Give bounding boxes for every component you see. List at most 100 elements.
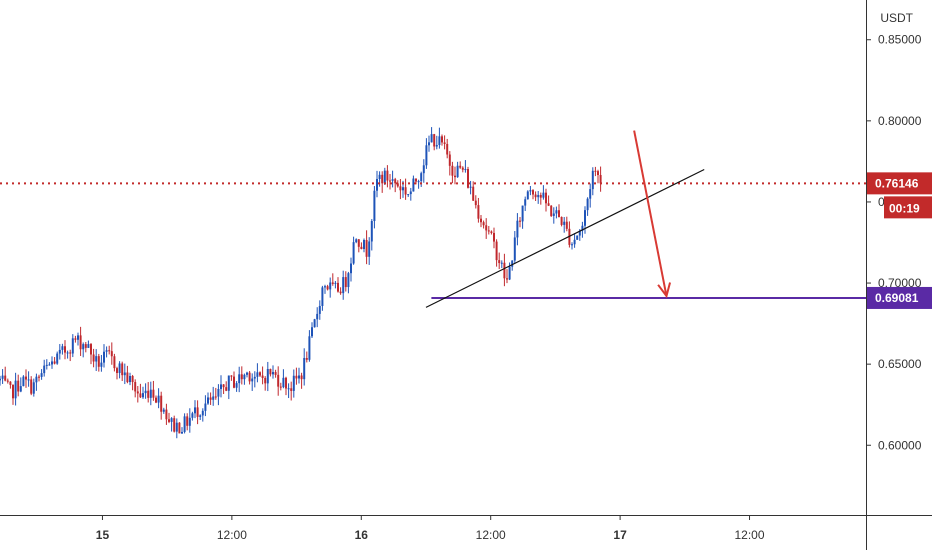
- candle-body: [539, 194, 542, 198]
- candle-body: [368, 241, 371, 257]
- candle-body: [456, 165, 459, 178]
- candle-body: [578, 230, 581, 236]
- candle-body: [269, 369, 272, 375]
- candle-body: [84, 344, 87, 348]
- candle-body: [100, 362, 103, 367]
- candle-body: [563, 221, 566, 225]
- candle-body: [409, 191, 412, 195]
- candle-body: [441, 136, 443, 143]
- candle-body: [537, 194, 540, 198]
- candle-body: [105, 350, 108, 352]
- candle-body: [448, 154, 451, 166]
- candle-body: [451, 165, 454, 176]
- candle-body: [90, 344, 92, 355]
- candle-body: [103, 351, 105, 363]
- candle-body: [308, 336, 311, 360]
- candle-body: [589, 189, 592, 199]
- candle-body: [246, 372, 248, 375]
- candle-body: [274, 372, 277, 375]
- candle-body: [30, 379, 33, 394]
- candle-body: [534, 194, 537, 198]
- price-tick-label: 0.85000: [878, 33, 922, 47]
- time-tick-label: 12:00: [476, 528, 506, 542]
- support-price-badge: [867, 286, 932, 309]
- last-price-label: 0.76146: [875, 176, 919, 190]
- candle-body: [66, 352, 69, 354]
- candle-body: [155, 397, 157, 403]
- candle-body: [503, 262, 506, 279]
- candle-body: [82, 344, 85, 350]
- candle-body: [266, 369, 269, 384]
- down-arrow-shaft[interactable]: [633, 130, 668, 297]
- candle-body: [467, 169, 469, 188]
- candle-body: [212, 396, 215, 400]
- candle-body: [316, 313, 319, 320]
- candle-body: [25, 376, 27, 380]
- candle-body: [79, 335, 82, 350]
- candle-body: [490, 231, 493, 233]
- candle-body: [87, 344, 90, 348]
- candle-body: [407, 194, 410, 196]
- candle-body: [248, 372, 251, 382]
- candle-body: [355, 239, 358, 243]
- candle-body: [417, 181, 420, 183]
- candle-body: [123, 372, 126, 376]
- candle-body: [573, 239, 576, 245]
- candle-body: [243, 374, 246, 380]
- candle-body: [326, 286, 329, 290]
- candle-body: [529, 190, 532, 192]
- candle-body: [420, 173, 423, 182]
- candle-body: [402, 187, 404, 191]
- candle-body: [64, 346, 66, 353]
- candle-body: [324, 286, 326, 288]
- candle-body: [230, 375, 233, 377]
- down-arrow-head-icon: [657, 282, 672, 299]
- candle-body: [194, 407, 196, 414]
- price-tick-label: 0.65000: [878, 357, 922, 371]
- candle-body: [352, 242, 355, 264]
- candle-body: [586, 198, 589, 211]
- candle-body: [201, 410, 204, 416]
- candle-body: [365, 239, 368, 257]
- candle-body: [311, 327, 313, 337]
- candle-body: [196, 407, 199, 417]
- candle-body: [4, 375, 7, 381]
- candle-body: [508, 266, 511, 280]
- candle-body: [396, 183, 399, 187]
- candle-body: [157, 395, 160, 403]
- candle-body: [506, 278, 508, 280]
- candle-body: [183, 416, 186, 432]
- candle-body: [511, 260, 514, 267]
- candle-body: [342, 277, 345, 294]
- candle-body: [173, 418, 176, 432]
- candle-body: [474, 200, 477, 206]
- candle-body: [305, 357, 308, 360]
- candle-body: [32, 382, 35, 394]
- candle-body: [0, 378, 1, 381]
- candle-body: [428, 142, 430, 146]
- candle-body: [235, 383, 238, 388]
- candle-body: [461, 167, 464, 170]
- candle-body: [207, 397, 209, 404]
- candle-body: [58, 349, 61, 354]
- trendline[interactable]: [425, 168, 705, 308]
- candle-body: [350, 263, 352, 274]
- candle-body: [38, 376, 40, 378]
- candle-body: [597, 171, 599, 175]
- candle-body: [298, 375, 300, 379]
- candle-body: [415, 178, 417, 182]
- candle-body: [404, 187, 407, 195]
- candle-body: [277, 374, 280, 387]
- candle-body: [357, 239, 360, 247]
- candle-body: [552, 213, 555, 216]
- candle-body: [487, 230, 490, 232]
- candle-body: [199, 415, 202, 417]
- candle-body: [43, 365, 46, 374]
- price-labels: 0.76146 00:19 0.69081: [867, 172, 932, 309]
- support-price-label: 0.69081: [875, 291, 919, 305]
- candle-body: [152, 389, 155, 398]
- candle-body: [22, 376, 25, 387]
- candle-body: [51, 361, 53, 365]
